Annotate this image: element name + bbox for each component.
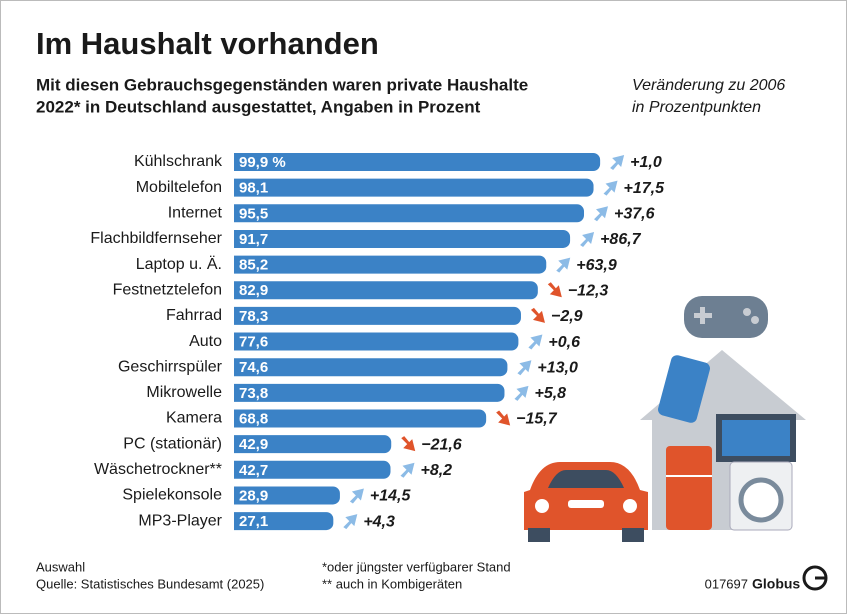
category-label: MP3-Player	[138, 512, 222, 529]
change-label: +5,8	[534, 385, 566, 402]
value-label: 77,6	[239, 334, 268, 351]
value-label: 73,8	[239, 385, 268, 402]
bar	[234, 153, 601, 171]
change-label: +17,5	[624, 180, 666, 197]
change-arrow	[528, 334, 543, 350]
value-label: 27,1	[239, 513, 268, 530]
value-label: 78,3	[239, 308, 268, 325]
chart-title: Im Haushalt vorhanden	[36, 26, 379, 61]
change-arrow	[603, 180, 618, 196]
change-arrow	[401, 436, 416, 452]
change-arrow	[556, 257, 571, 273]
change-arrow	[580, 231, 595, 247]
change-arrow	[530, 307, 545, 323]
bar	[234, 204, 585, 223]
change-arrow	[400, 462, 415, 478]
value-label: 74,6	[239, 359, 268, 376]
change-label: −15,7	[516, 411, 558, 428]
bar	[234, 409, 487, 428]
change-label: −2,9	[551, 308, 583, 325]
category-label: PC (stationär)	[123, 435, 222, 452]
bar	[234, 281, 538, 300]
value-label: 85,2	[239, 257, 268, 274]
footnote: *oder jüngster verfügbarer Stand	[322, 559, 511, 574]
category-label: Geschirrspüler	[118, 358, 223, 375]
change-label: +8,2	[420, 462, 452, 479]
change-label: +14,5	[370, 488, 412, 505]
code: 017697	[705, 576, 748, 591]
subtitle: Mit diesen Gebrauchsgegenständen waren p…	[36, 75, 528, 94]
value-label: 91,7	[239, 231, 268, 248]
change-label: +13,0	[537, 359, 578, 376]
value-label: 42,9	[239, 436, 268, 453]
note: Auswahl	[36, 559, 85, 574]
category-label: Mikrowelle	[146, 384, 222, 401]
value-label: 28,9	[239, 487, 268, 504]
change-label: +0,6	[548, 334, 580, 351]
illustration	[524, 296, 806, 542]
change-label: +86,7	[600, 231, 642, 248]
footnote: ** auch in Kombigeräten	[322, 576, 462, 591]
category-label: Fahrrad	[166, 307, 222, 324]
category-label: Internet	[168, 205, 223, 222]
bar	[234, 358, 508, 377]
change-arrow	[594, 206, 609, 222]
bar	[234, 460, 391, 479]
bar	[234, 512, 334, 531]
category-label: Laptop u. Ä.	[136, 255, 222, 273]
bar	[234, 435, 392, 454]
change-arrow	[349, 488, 364, 504]
change-arrow	[547, 282, 562, 298]
change-arrow	[343, 514, 358, 530]
change-label: −12,3	[568, 282, 609, 299]
value-label: 68,8	[239, 410, 268, 427]
change-header: Veränderung zu 2006	[632, 77, 785, 94]
change-label: +1,0	[630, 154, 662, 171]
value-label: 98,1	[239, 180, 268, 197]
category-label: Kühlschrank	[134, 153, 223, 170]
change-arrow	[610, 155, 625, 170]
bar	[234, 332, 519, 351]
bar	[234, 229, 571, 248]
value-label: 95,5	[239, 205, 268, 222]
change-arrow	[496, 410, 511, 426]
bar	[234, 306, 521, 325]
category-label: Flachbildfernseher	[90, 230, 222, 247]
subtitle: 2022* in Deutschland ausgestattet, Angab…	[36, 97, 481, 116]
category-label: Auto	[189, 333, 222, 350]
change-label: +4,3	[363, 513, 395, 530]
value-label: 99,9 %	[239, 154, 286, 171]
category-label: Kamera	[166, 410, 222, 427]
value-label: 42,7	[239, 462, 268, 479]
change-label: +37,6	[614, 206, 655, 223]
change-arrow	[514, 385, 529, 401]
change-label: +63,9	[576, 257, 617, 274]
brand-logo	[802, 565, 828, 591]
change-label: −21,6	[421, 436, 462, 453]
bar	[234, 255, 547, 274]
bar	[234, 383, 505, 402]
category-label: Wäschetrockner**	[94, 461, 222, 478]
bar	[234, 178, 594, 197]
category-label: Mobiltelefon	[136, 179, 222, 196]
source: Quelle: Statistisches Bundesamt (2025)	[36, 576, 264, 591]
change-arrow	[517, 360, 532, 376]
bar	[234, 486, 340, 505]
brand: Globus	[752, 576, 800, 592]
change-header: in Prozentpunkten	[632, 99, 761, 116]
value-label: 82,9	[239, 282, 268, 299]
category-label: Spielekonsole	[122, 487, 222, 504]
category-label: Festnetztelefon	[113, 281, 222, 298]
